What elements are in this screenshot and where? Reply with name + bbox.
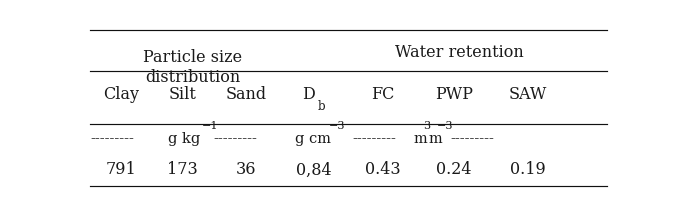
Text: ---------: --------- — [90, 132, 134, 146]
Text: ---------: --------- — [213, 132, 257, 146]
Text: b: b — [318, 100, 326, 113]
Text: −3: −3 — [437, 121, 454, 131]
Text: 36: 36 — [235, 161, 256, 178]
Text: ---------: --------- — [352, 132, 396, 146]
Text: m: m — [428, 132, 442, 146]
Text: 0.24: 0.24 — [436, 161, 472, 178]
Text: 3: 3 — [423, 121, 430, 131]
Text: −3: −3 — [328, 121, 345, 131]
Text: ---------: --------- — [450, 132, 494, 146]
Text: g kg: g kg — [168, 132, 201, 146]
Text: D: D — [303, 86, 316, 103]
Text: FC: FC — [371, 86, 394, 103]
Text: Clay: Clay — [103, 86, 139, 103]
Text: 0,84: 0,84 — [296, 161, 332, 178]
Text: m: m — [414, 132, 428, 146]
Text: g cm: g cm — [294, 132, 330, 146]
Text: SAW: SAW — [509, 86, 547, 103]
Text: Water retention: Water retention — [395, 44, 524, 61]
Text: −1: −1 — [202, 121, 218, 131]
Text: 0.19: 0.19 — [510, 161, 545, 178]
Text: 173: 173 — [167, 161, 198, 178]
Text: PWP: PWP — [435, 86, 473, 103]
Text: Sand: Sand — [225, 86, 267, 103]
Text: Silt: Silt — [169, 86, 197, 103]
Text: 0.43: 0.43 — [365, 161, 401, 178]
Text: Particle size
distribution: Particle size distribution — [143, 49, 243, 86]
Text: 791: 791 — [105, 161, 136, 178]
